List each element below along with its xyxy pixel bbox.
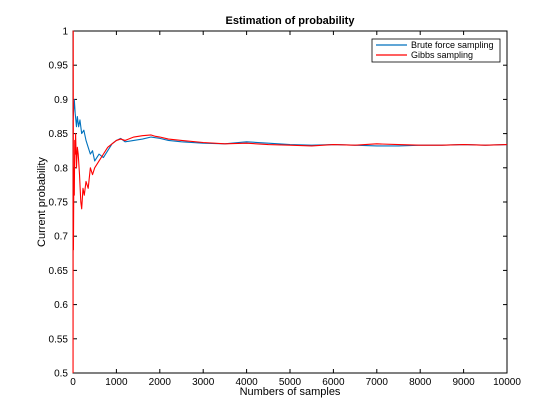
y-tick-label: 0.9 — [54, 95, 68, 106]
y-tick-label: 0.85 — [49, 129, 69, 140]
y-tick-label: 0.65 — [49, 266, 69, 277]
x-tick-label: 1000 — [105, 377, 128, 388]
x-tick-label: 8000 — [409, 377, 432, 388]
x-tick-label: 10000 — [493, 377, 521, 388]
x-tick-label: 3000 — [192, 377, 215, 388]
y-tick-label: 0.8 — [54, 163, 68, 174]
series-layer — [72, 30, 508, 374]
y-tick-label: 1 — [62, 27, 68, 38]
legend-label-brute-force: Brute force sampling — [411, 40, 494, 50]
x-tick-label: 2000 — [149, 377, 172, 388]
y-tick-label: 0.75 — [49, 198, 69, 209]
y-tick-label: 0.6 — [54, 300, 68, 311]
y-tick-label: 0.95 — [49, 61, 69, 72]
y-tick-label: 0.55 — [49, 334, 69, 345]
y-tick-label: 0.5 — [54, 369, 68, 380]
legend: Brute force sampling Gibbs sampling — [371, 38, 501, 63]
y-axis-label: Current probability — [36, 157, 48, 247]
y-axis-ticks: 0.5 0.55 0.6 0.65 0.7 0.75 0.8 0.85 0.9 0.95 1 — [49, 27, 507, 380]
x-tick-label: 5000 — [279, 377, 302, 388]
x-tick-label: 4000 — [235, 377, 258, 388]
x-axis-label: Numbers of samples — [240, 386, 341, 398]
x-tick-label: 7000 — [366, 377, 389, 388]
x-tick-label: 9000 — [452, 377, 475, 388]
chart-title: Estimation of probability — [226, 15, 356, 27]
x-axis-ticks: 0 1000 2000 3000 4000 5000 6000 7000 8000 9000 100… — [70, 31, 521, 388]
x-tick-label: 0 — [70, 377, 76, 388]
plot-area: 0 1000 2000 3000 4000 5000 6000 7000 8000 9000 100… — [49, 27, 522, 389]
plot-frame — [72, 30, 508, 374]
legend-label-gibbs: Gibbs sampling — [411, 50, 473, 60]
x-tick-label: 6000 — [322, 377, 345, 388]
y-tick-label: 0.7 — [54, 232, 68, 243]
series-line-gibbs-sampling — [72, 30, 508, 374]
